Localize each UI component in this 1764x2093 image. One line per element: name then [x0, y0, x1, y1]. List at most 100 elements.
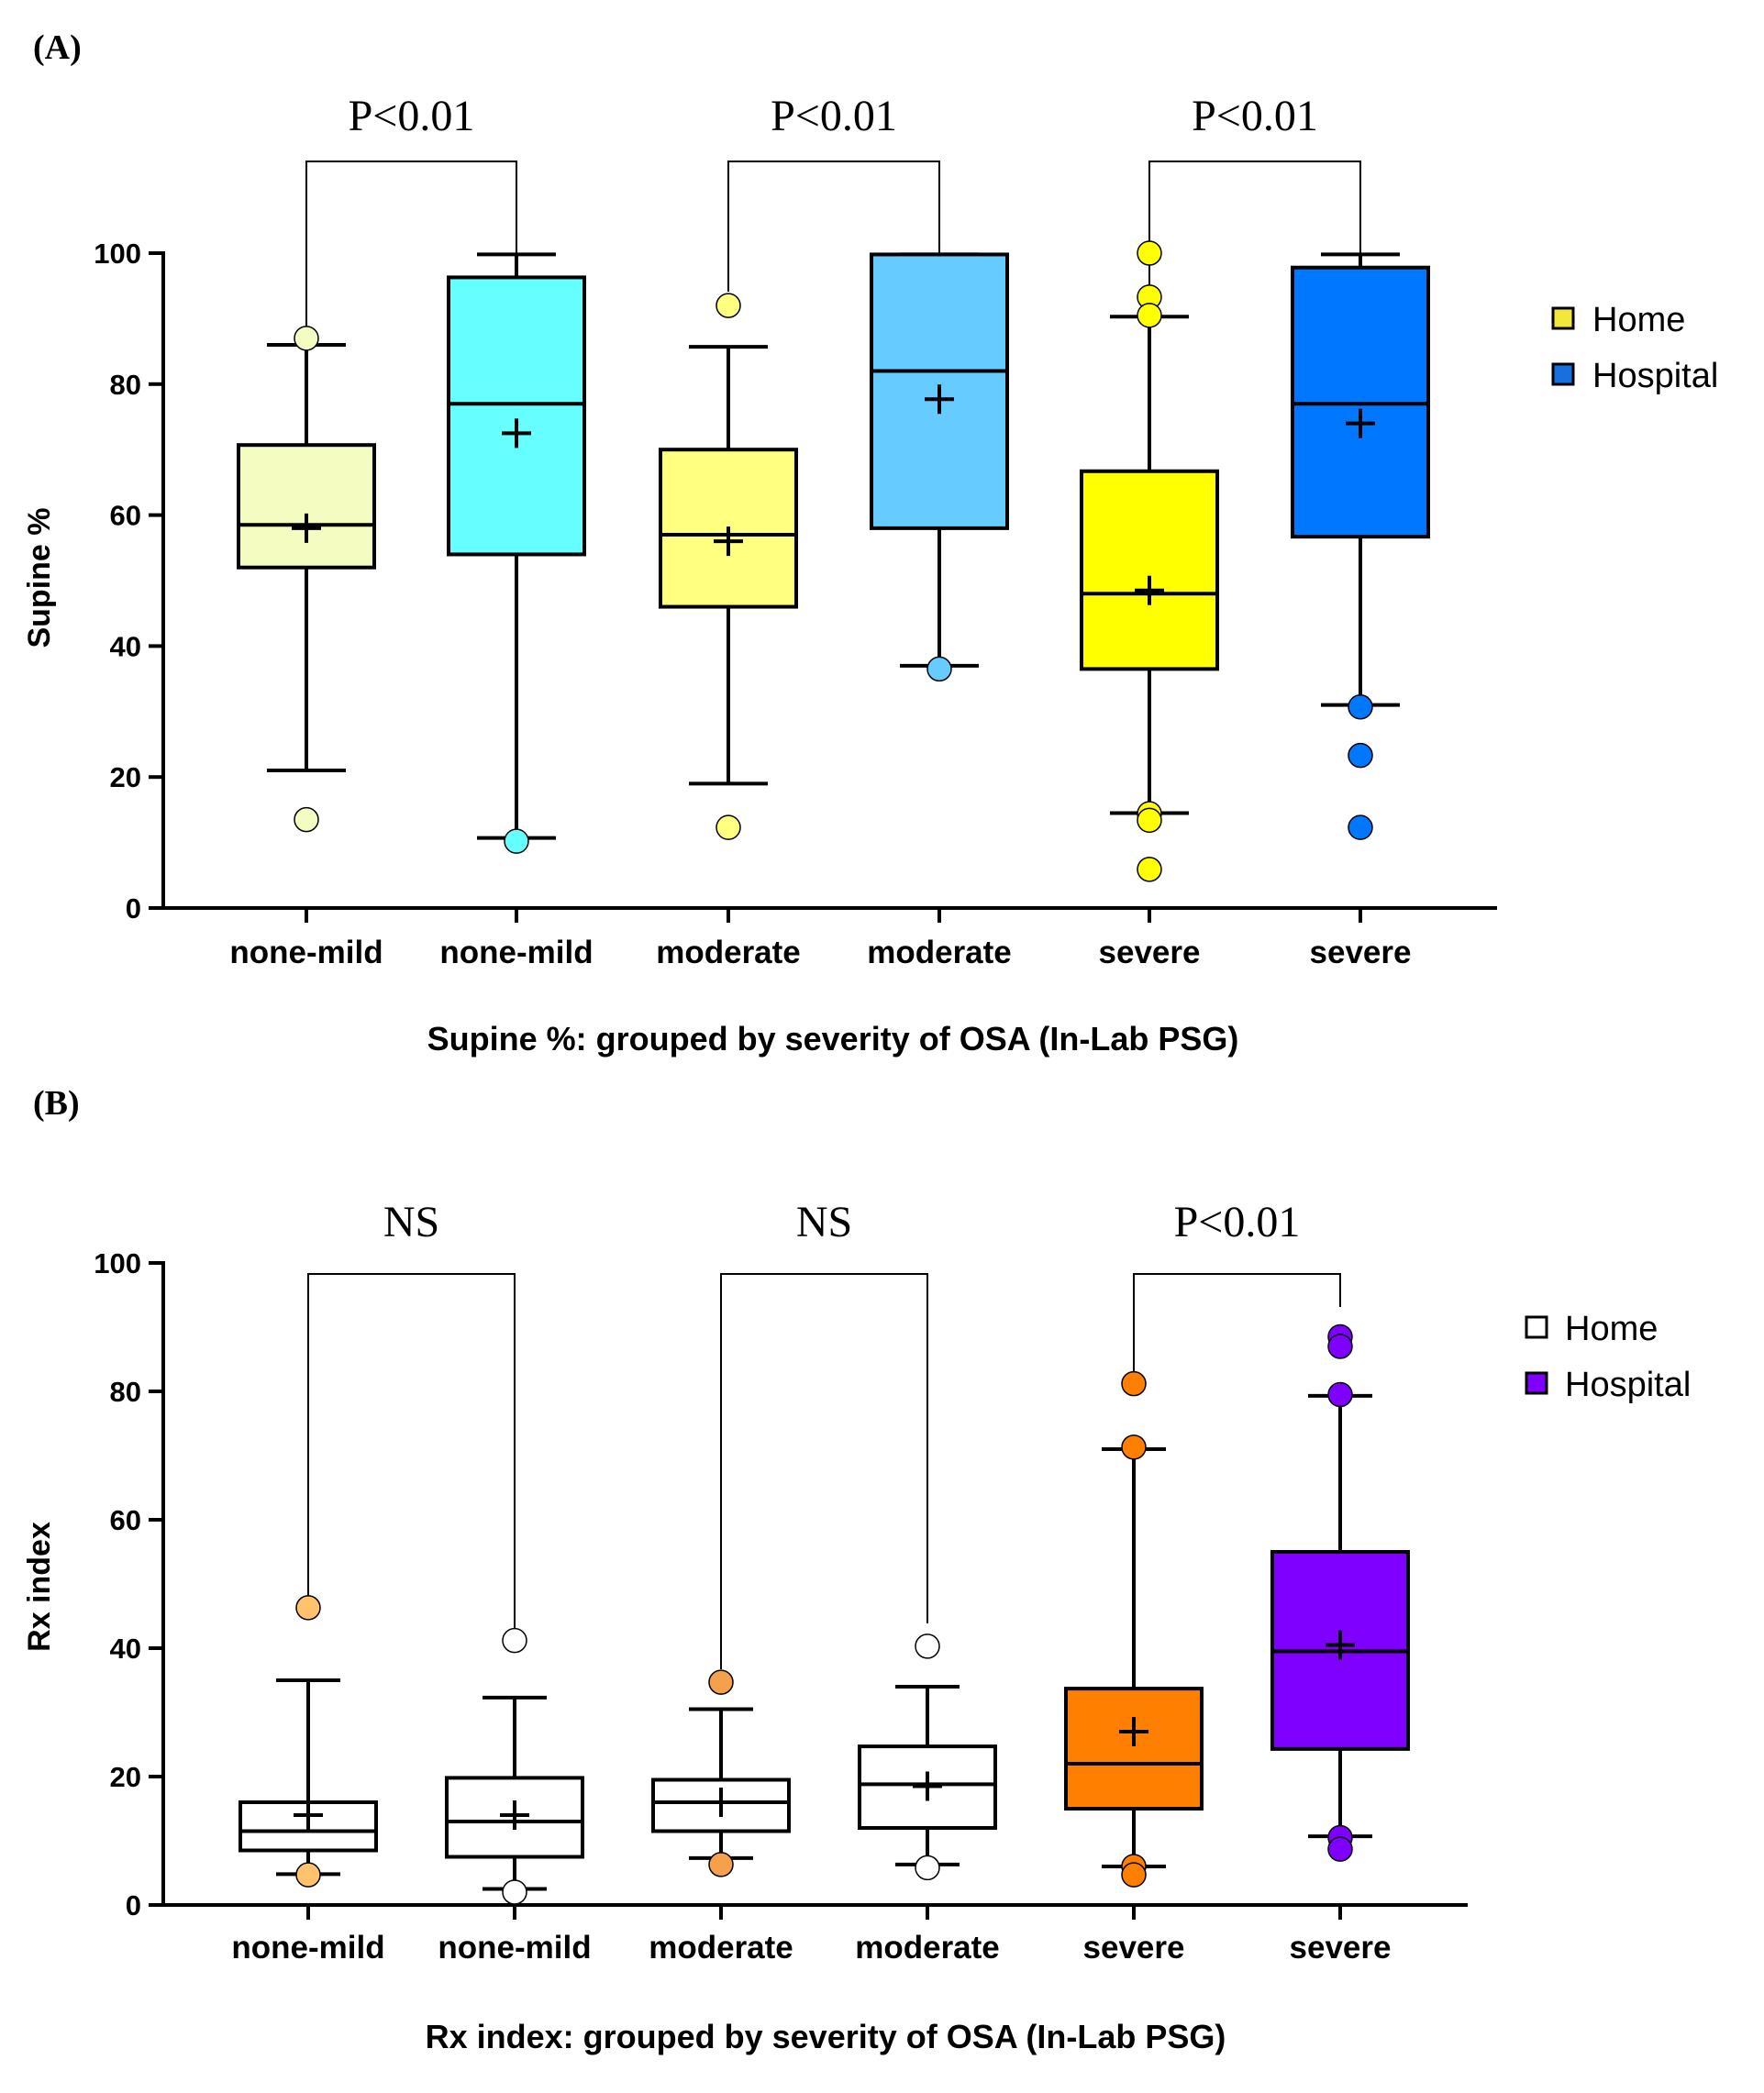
outlier-point [502, 1879, 527, 1905]
panel-b-x-axis: none-mild none-mild moderate moderate severe… [161, 1903, 1468, 1966]
panel-b-x-axis-title: Rx index: grouped by severity of OSA (In… [426, 2018, 1226, 2055]
y-tick-label: 100 [94, 1247, 141, 1279]
mean-marker [1135, 575, 1164, 605]
panel-b-label: (B) [33, 1084, 80, 1123]
box-severe-home [1080, 240, 1219, 882]
y-tick-label: 40 [110, 1633, 141, 1665]
mean-marker [913, 1771, 942, 1801]
panel-a-y-axis: 0 20 40 60 80 100 [94, 238, 165, 925]
x-tick-label: moderate [867, 935, 1012, 970]
y-tick-label: 0 [126, 1889, 141, 1921]
outlier-point [1121, 1862, 1147, 1888]
y-tick-label: 60 [110, 1504, 141, 1536]
outlier-point [926, 656, 952, 682]
x-tick-label: none-mild [229, 935, 383, 970]
outlier-point [502, 1627, 527, 1654]
outlier-point [294, 806, 319, 833]
outlier-point [1348, 814, 1373, 840]
significance-bracket [1133, 1273, 1341, 1385]
mean-marker [1326, 1630, 1355, 1660]
box-moderate-hospital [870, 252, 1009, 682]
panel-b-boxes [239, 1323, 1410, 1905]
panel-a-label: (A) [33, 28, 82, 67]
box-moderate-home [651, 1669, 791, 1877]
x-tick-label: severe [1290, 1930, 1392, 1966]
box-severe-hospital [1291, 252, 1430, 840]
mean-marker [502, 418, 531, 448]
legend-label-home: Home [1565, 1310, 1658, 1348]
outlier-point [1327, 1334, 1353, 1359]
outlier-point [708, 1852, 734, 1877]
significance-label: P<0.01 [771, 92, 897, 140]
y-tick-label: 40 [110, 630, 141, 662]
significance-bracket [720, 1273, 928, 1669]
y-tick-label: 80 [110, 369, 141, 401]
iqr-box [1080, 469, 1219, 671]
x-tick-label: moderate [656, 935, 801, 970]
outlier-point [295, 1595, 321, 1621]
outlier-point [915, 1633, 940, 1659]
y-tick-label: 100 [94, 238, 141, 270]
outlier-point [1327, 1836, 1353, 1862]
outlier-point [1348, 694, 1373, 720]
box-severe-hospital [1270, 1323, 1410, 1862]
mean-marker [500, 1800, 529, 1830]
x-tick-label: none-mild [439, 935, 593, 970]
mean-marker [714, 526, 743, 557]
panel-a-significance-brackets: P<0.01 P<0.01 P<0.01 [305, 92, 1361, 330]
panel-b-y-axis: 0 20 40 60 80 100 [94, 1247, 165, 1921]
outlier-point [1137, 240, 1162, 266]
panel-b-significance-brackets: NS NS P<0.01 [307, 1198, 1341, 1669]
significance-bracket [1148, 161, 1361, 319]
outlier-point [716, 293, 741, 318]
y-tick-label: 20 [110, 1761, 141, 1793]
legend-label-hospital: Hospital [1592, 357, 1718, 395]
outlier-point [708, 1669, 734, 1695]
panel-b-legend: Home Hospital [1525, 1310, 1691, 1404]
box-none-mild-hospital [445, 1627, 584, 1905]
outlier-point [294, 326, 319, 351]
iqr-box [1064, 1687, 1204, 1811]
outlier-point [1137, 857, 1162, 882]
mean-marker [294, 1800, 323, 1830]
panel-b: (B) Rx index Rx index: grouped by severi… [22, 1084, 1691, 2055]
outlier-point [1327, 1381, 1353, 1408]
panel-a-boxes [237, 240, 1430, 882]
significance-label: NS [796, 1198, 852, 1246]
x-tick-label: moderate [649, 1930, 793, 1966]
x-tick-label: severe [1310, 935, 1412, 970]
panel-a: (A) Supine % Supine %: grouped by severi… [22, 28, 1718, 1058]
mean-marker [1346, 408, 1375, 438]
y-tick-label: 0 [126, 892, 141, 925]
mean-marker [1119, 1717, 1148, 1746]
significance-bracket [307, 1273, 516, 1628]
legend-swatch-hospital [1525, 1371, 1548, 1395]
x-tick-label: severe [1083, 1930, 1185, 1966]
panel-a-x-axis: none-mild none-mild moderate moderate severe… [161, 906, 1497, 970]
panel-a-x-axis-title: Supine %: grouped by severity of OSA (In… [427, 1020, 1239, 1058]
outlier-point [1137, 303, 1162, 328]
x-tick-label: severe [1099, 935, 1201, 970]
iqr-box [237, 443, 376, 570]
outlier-point [1121, 1370, 1147, 1397]
box-moderate-hospital [858, 1633, 997, 1881]
significance-label: P<0.01 [1174, 1198, 1301, 1246]
outlier-point [1348, 742, 1373, 769]
legend-swatch-home [1525, 1315, 1548, 1339]
outlier-point [504, 828, 529, 854]
mean-marker [925, 384, 954, 415]
box-none-mild-hospital [447, 252, 586, 854]
box-none-mild-home [239, 1595, 378, 1888]
outlier-point [295, 1862, 321, 1888]
x-tick-label: moderate [855, 1930, 1000, 1966]
outlier-point [1121, 1434, 1147, 1460]
legend-swatch-hospital [1551, 362, 1575, 386]
mean-marker [706, 1788, 736, 1817]
y-tick-label: 60 [110, 500, 141, 532]
panel-b-y-axis-title: Rx index [22, 1522, 57, 1652]
box-moderate-home [659, 293, 798, 840]
mean-marker [292, 513, 321, 543]
iqr-box [447, 275, 586, 557]
significance-label: P<0.01 [1192, 92, 1318, 140]
